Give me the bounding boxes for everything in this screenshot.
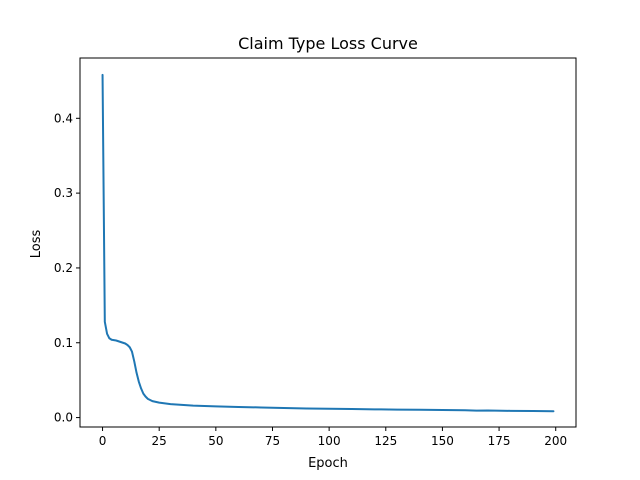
y-tick-label: 0.3 [54, 186, 73, 200]
plot-frame [79, 57, 577, 428]
series-line-0 [101, 73, 555, 413]
x-tick-label: 75 [265, 434, 280, 448]
y-tick-label: 0.0 [54, 411, 73, 425]
x-tick-label: 150 [431, 434, 454, 448]
x-tick-label: 175 [488, 434, 511, 448]
x-tick-label: 50 [208, 434, 223, 448]
y-tick-label: 0.2 [54, 261, 73, 275]
plot-area: 0 25 50 75 100 125 150 175 200 0.0 0.1 0.2 0.3 0.4 [54, 57, 577, 448]
x-tick-label: 0 [99, 434, 107, 448]
y-axis-label: Loss [29, 230, 44, 259]
x-tick-label: 25 [152, 434, 167, 448]
x-tick-label: 200 [544, 434, 567, 448]
x-axis-label: Epoch [308, 456, 348, 471]
x-tick-label: 125 [374, 434, 397, 448]
x-tick-label: 100 [318, 434, 341, 448]
chart-title: Claim Type Loss Curve [238, 34, 418, 53]
y-tick-label: 0.4 [54, 111, 73, 125]
y-tick-label: 0.1 [54, 336, 73, 350]
